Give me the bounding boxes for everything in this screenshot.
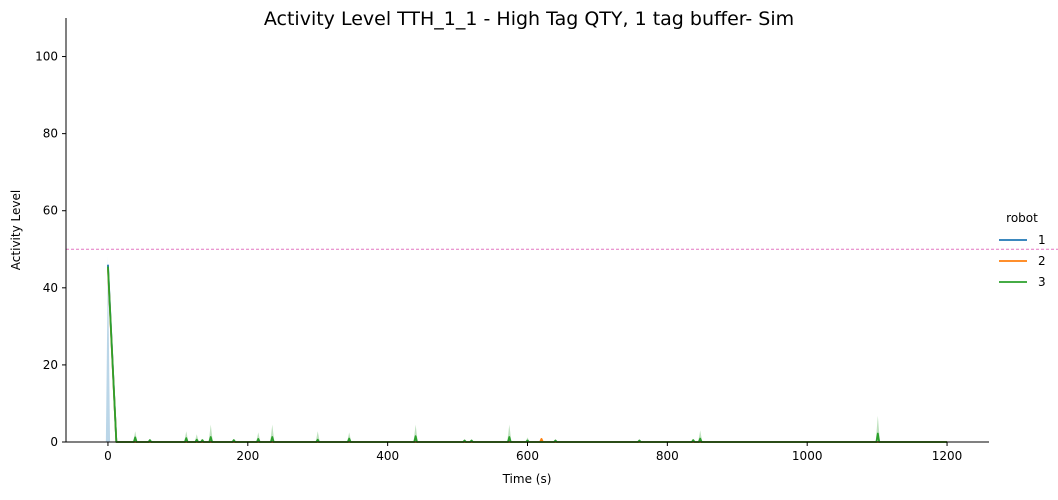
band-1 (105, 256, 111, 442)
x-tick-label: 1000 (792, 449, 823, 463)
series-line-3 (107, 266, 948, 443)
x-tick-label: 1200 (932, 449, 963, 463)
x-axis-label: Time (s) (502, 472, 552, 486)
y-tick-label: 0 (50, 435, 58, 449)
y-tick-label: 100 (35, 50, 58, 64)
x-tick-label: 600 (516, 449, 539, 463)
y-tick-label: 80 (43, 127, 58, 141)
confidence-bands (105, 256, 880, 442)
series-lines (107, 264, 948, 443)
y-ticks: 0 20 40 60 80 100 (35, 50, 66, 449)
x-tick-label: 400 (376, 449, 399, 463)
x-tick-label: 800 (656, 449, 679, 463)
y-tick-label: 20 (43, 358, 58, 372)
legend-label-2: 2 (1038, 254, 1046, 268)
axes: 0 200 400 600 800 1000 1200 0 20 40 60 80 100 (35, 18, 989, 463)
y-tick-label: 60 (43, 204, 58, 218)
legend: robot 1 2 3 (999, 211, 1046, 289)
y-axis-label: Activity Level (9, 190, 23, 270)
legend-label-1: 1 (1038, 233, 1046, 247)
series-line-1 (107, 264, 948, 443)
y-tick-label: 40 (43, 281, 58, 295)
chart-title: Activity Level TTH_1_1 - High Tag QTY, 1… (264, 8, 794, 30)
x-ticks: 0 200 400 600 800 1000 1200 (104, 442, 962, 463)
x-tick-label: 0 (104, 449, 112, 463)
series-line-2 (107, 268, 948, 443)
legend-title: robot (1006, 211, 1038, 225)
x-tick-label: 200 (236, 449, 259, 463)
legend-label-3: 3 (1038, 275, 1046, 289)
band-3 (315, 431, 320, 442)
